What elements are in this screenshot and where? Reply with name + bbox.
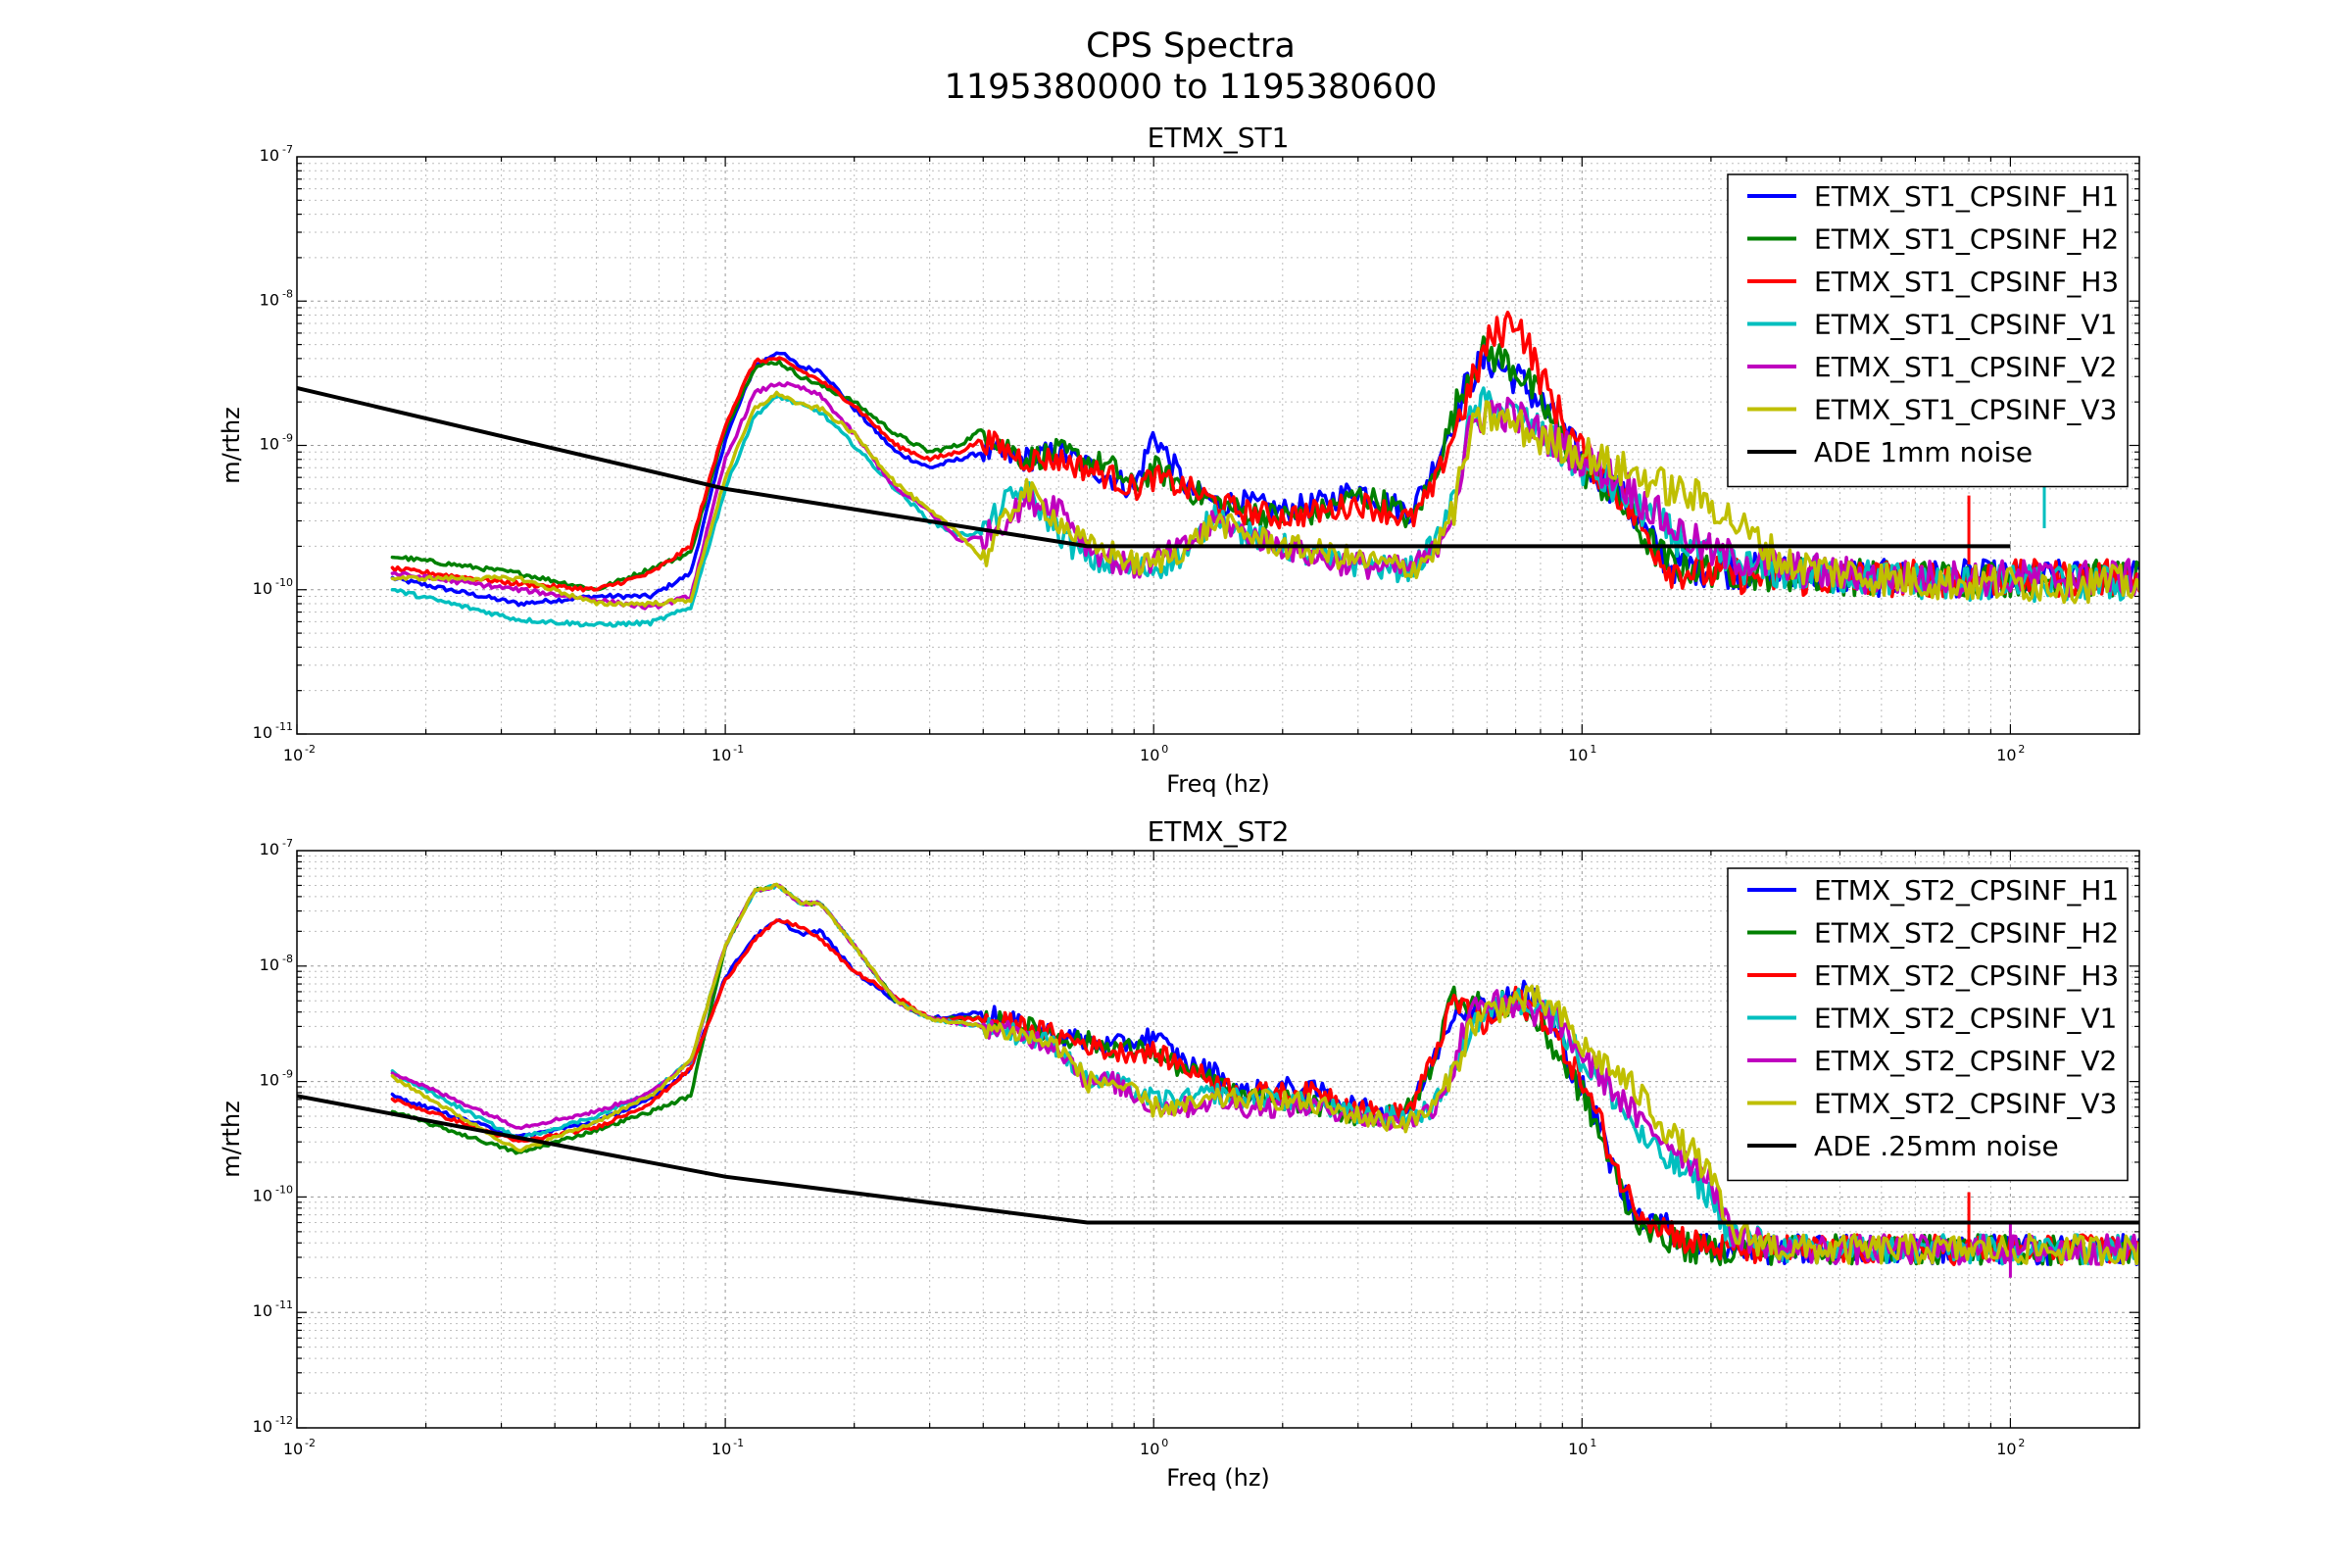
x-tick-exponent: 1: [1590, 1437, 1596, 1449]
legend-entry: ADE .25mm noise: [1814, 1130, 2059, 1162]
series-group: [297, 311, 2139, 628]
y-tick-exponent: -11: [275, 1298, 293, 1311]
figure-subtitle: 1195380000 to 1195380600: [945, 68, 1438, 107]
series-line-etmx-st2-cpsinf-v3: [390, 882, 2139, 1267]
x-tick-exponent: -1: [733, 743, 744, 756]
y-tick-exponent: -9: [282, 1068, 293, 1081]
x-tick-label: 10: [1140, 1440, 1159, 1458]
legend-entry: ETMX_ST2_CPSINF_H3: [1814, 959, 2119, 992]
y-tick-exponent: -8: [282, 953, 293, 965]
x-tick-label: 10: [1568, 746, 1588, 764]
x-tick-label: 10: [1996, 746, 2016, 764]
x-tick-label: 10: [1568, 1440, 1588, 1458]
y-tick-label: 10: [253, 1417, 272, 1436]
legend-entry: ADE 1mm noise: [1814, 436, 2033, 468]
y-tick-exponent: -10: [275, 1183, 293, 1196]
y-tick-label: 10: [260, 1071, 279, 1090]
x-tick-label: 10: [283, 1440, 303, 1458]
legend-entry: ETMX_ST2_CPSINF_V2: [1814, 1045, 2117, 1077]
y-axis-label: m/rthz: [218, 1101, 245, 1178]
legend-entry: ETMX_ST2_CPSINF_H1: [1814, 874, 2119, 906]
reference-line: [297, 1094, 2139, 1225]
y-tick-exponent: -8: [282, 287, 293, 300]
y-tick-label: 10: [260, 840, 279, 858]
legend-entry: ETMX_ST1_CPSINF_H2: [1814, 223, 2119, 256]
x-tick-exponent: 2: [2018, 743, 2025, 756]
legend-entry: ETMX_ST1_CPSINF_H1: [1814, 180, 2119, 213]
legend: ETMX_ST2_CPSINF_H1 ETMX_ST2_CPSINF_H2 ETMX…: [1727, 867, 2129, 1182]
series-line-etmx-st1-cpsinf-v3: [390, 390, 2139, 608]
y-tick-label: 10: [260, 290, 279, 309]
figure-title: CPS Spectra: [1086, 26, 1296, 66]
legend-entry: ETMX_ST2_CPSINF_H2: [1814, 917, 2119, 950]
reference-line: [297, 385, 2011, 549]
y-axis-label: m/rthz: [218, 407, 245, 484]
x-axis-label: Freq (hz): [1166, 1464, 1270, 1492]
x-tick-label: 10: [283, 746, 303, 764]
y-tick-exponent: -10: [275, 576, 293, 589]
x-tick-exponent: -1: [733, 1437, 744, 1449]
x-tick-exponent: 1: [1590, 743, 1596, 756]
legend-entry: ETMX_ST1_CPSINF_V3: [1814, 394, 2117, 426]
legend-entry: ETMX_ST1_CPSINF_V1: [1814, 309, 2117, 341]
legend-entry: ETMX_ST2_CPSINF_V3: [1814, 1088, 2117, 1120]
plot-frame: [296, 156, 2140, 735]
y-tick-label: 10: [260, 435, 279, 454]
x-tick-label: 10: [711, 746, 731, 764]
x-tick-exponent: -2: [305, 1437, 316, 1449]
x-tick-exponent: 0: [1161, 1437, 1168, 1449]
x-tick-exponent: -2: [305, 743, 316, 756]
legend: ETMX_ST1_CPSINF_H1 ETMX_ST1_CPSINF_H2 ETMX…: [1727, 173, 2129, 488]
y-tick-label: 10: [253, 723, 272, 742]
x-tick-label: 10: [1996, 1440, 2016, 1458]
y-tick-exponent: -9: [282, 432, 293, 445]
chart-title: ETMX_ST1: [1148, 122, 1290, 154]
y-tick-label: 10: [260, 146, 279, 165]
legend-box: [1727, 173, 2129, 488]
y-tick-exponent: -7: [282, 143, 293, 156]
series-group: [297, 882, 2139, 1278]
x-tick-exponent: 2: [2018, 1437, 2025, 1449]
y-tick-label: 10: [260, 956, 279, 974]
y-tick-exponent: -7: [282, 837, 293, 850]
y-tick-exponent: -11: [275, 720, 293, 733]
y-tick-label: 10: [253, 1301, 272, 1320]
y-tick-label: 10: [253, 579, 272, 598]
chart-title: ETMX_ST2: [1148, 815, 1290, 848]
x-axis-label: Freq (hz): [1166, 770, 1270, 798]
x-tick-exponent: 0: [1161, 743, 1168, 756]
y-tick-exponent: -12: [275, 1414, 293, 1427]
legend-entry: ETMX_ST1_CPSINF_V2: [1814, 351, 2117, 383]
y-tick-label: 10: [253, 1186, 272, 1204]
x-tick-label: 10: [711, 1440, 731, 1458]
legend-entry: ETMX_ST1_CPSINF_H3: [1814, 266, 2119, 298]
x-tick-label: 10: [1140, 746, 1159, 764]
legend-entry: ETMX_ST2_CPSINF_V1: [1814, 1003, 2117, 1035]
plot-frame: [296, 850, 2140, 1429]
legend-box: [1727, 867, 2129, 1182]
